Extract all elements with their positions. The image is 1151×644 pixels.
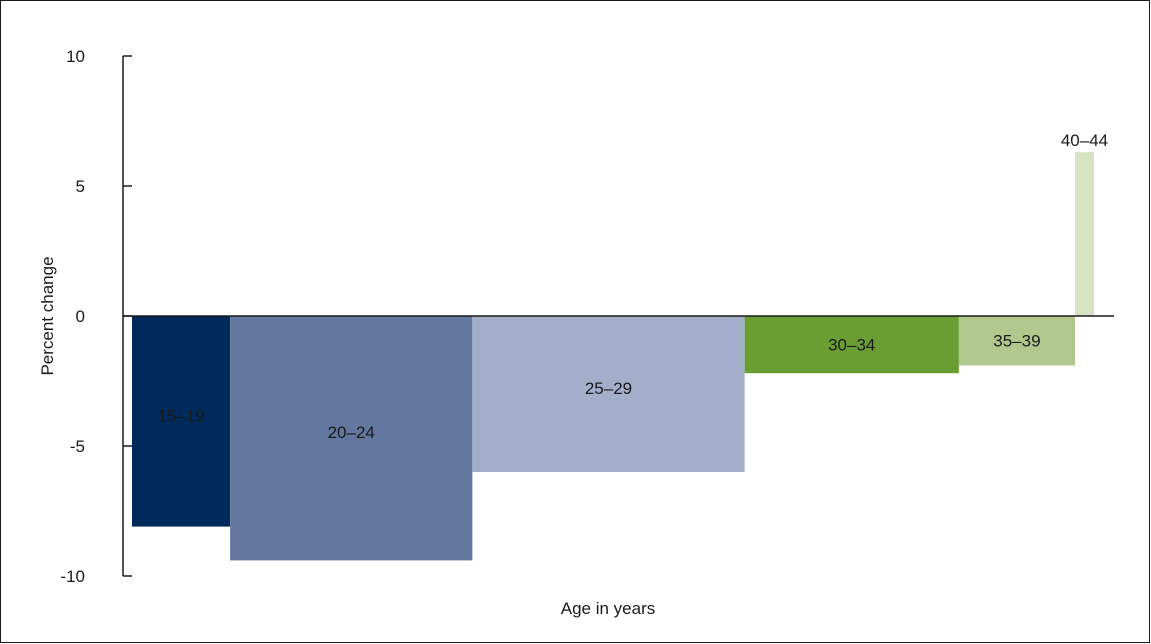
bar-30–34 — [744, 316, 959, 374]
bar-label: 25–29 — [585, 379, 632, 398]
y-tick-label: -5 — [70, 437, 85, 456]
bar-label: 40–44 — [1061, 131, 1108, 150]
y-tick-label: 5 — [76, 177, 85, 196]
y-tick-label: -10 — [60, 567, 85, 586]
bar-labels-group: 15–19 20–24 25–29 30–34 35–39 40–44 — [157, 131, 1108, 442]
x-axis-title: Age in years — [561, 599, 656, 618]
bar-20–24 — [230, 316, 473, 561]
y-tick-label: 0 — [76, 307, 85, 326]
bar-label: 35–39 — [993, 332, 1040, 351]
bar-label: 30–34 — [828, 336, 875, 355]
y-ticks-group: 10 5 0 -5 -10 — [60, 47, 132, 586]
bars-group — [132, 152, 1094, 561]
bar-35–39 — [958, 316, 1075, 366]
bar-40–44 — [1074, 152, 1094, 316]
bar-25–29 — [472, 316, 745, 472]
bar-label: 20–24 — [328, 423, 375, 442]
bar-label: 15–19 — [157, 406, 204, 425]
y-axis-title: Percent change — [38, 256, 57, 375]
y-tick-label: 10 — [66, 47, 85, 66]
bar-15–19 — [132, 316, 231, 527]
